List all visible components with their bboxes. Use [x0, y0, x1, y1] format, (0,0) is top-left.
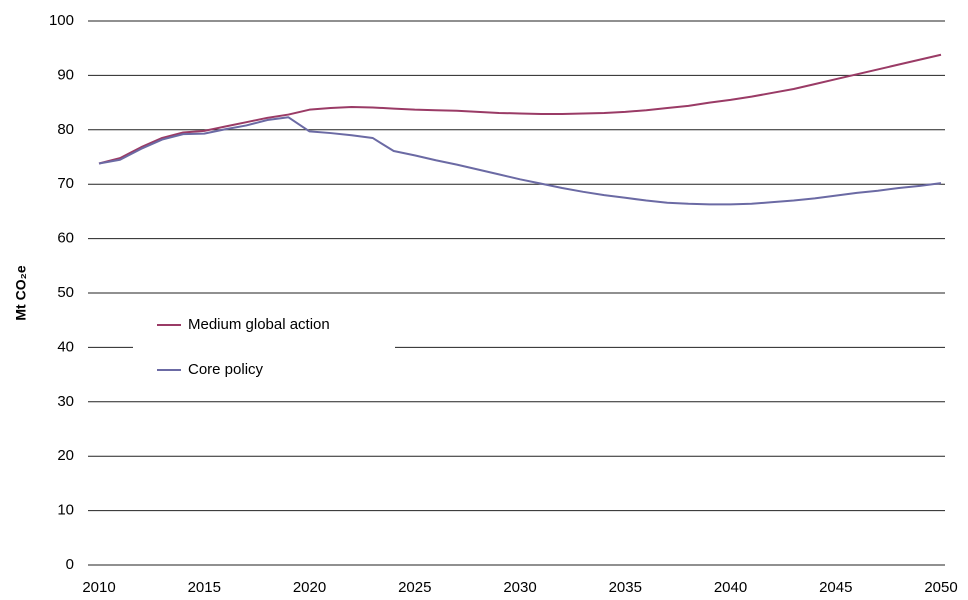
x-tick-label: 2025 — [398, 579, 431, 596]
series-line — [98, 53, 942, 165]
y-tick-label: 40 — [57, 338, 74, 355]
y-tick-label: 10 — [57, 502, 74, 519]
y-tick-label: 50 — [57, 284, 74, 301]
x-tick-label: 2030 — [503, 579, 536, 596]
series-line — [98, 116, 942, 206]
y-tick-label: 0 — [66, 556, 74, 573]
legend-label: Core policy — [188, 361, 264, 378]
y-tick-label: 20 — [57, 447, 74, 464]
y-tick-label: 70 — [57, 175, 74, 192]
legend-label: Medium global action — [188, 316, 330, 333]
y-tick-label: 60 — [57, 230, 74, 247]
x-tick-label: 2050 — [924, 579, 957, 596]
y-tick-label: 100 — [49, 12, 74, 29]
y-tick-label: 30 — [57, 393, 74, 410]
y-tick-label: 80 — [57, 121, 74, 138]
x-tick-label: 2010 — [82, 579, 115, 596]
x-tick-label: 2040 — [714, 579, 747, 596]
x-tick-label: 2015 — [188, 579, 221, 596]
x-tick-label: 2045 — [819, 579, 852, 596]
legend-box — [133, 305, 395, 393]
x-tick-label: 2020 — [293, 579, 326, 596]
y-tick-label: 90 — [57, 66, 74, 83]
y-axis-label: Mt CO₂e — [13, 265, 29, 320]
x-tick-label: 2035 — [609, 579, 642, 596]
